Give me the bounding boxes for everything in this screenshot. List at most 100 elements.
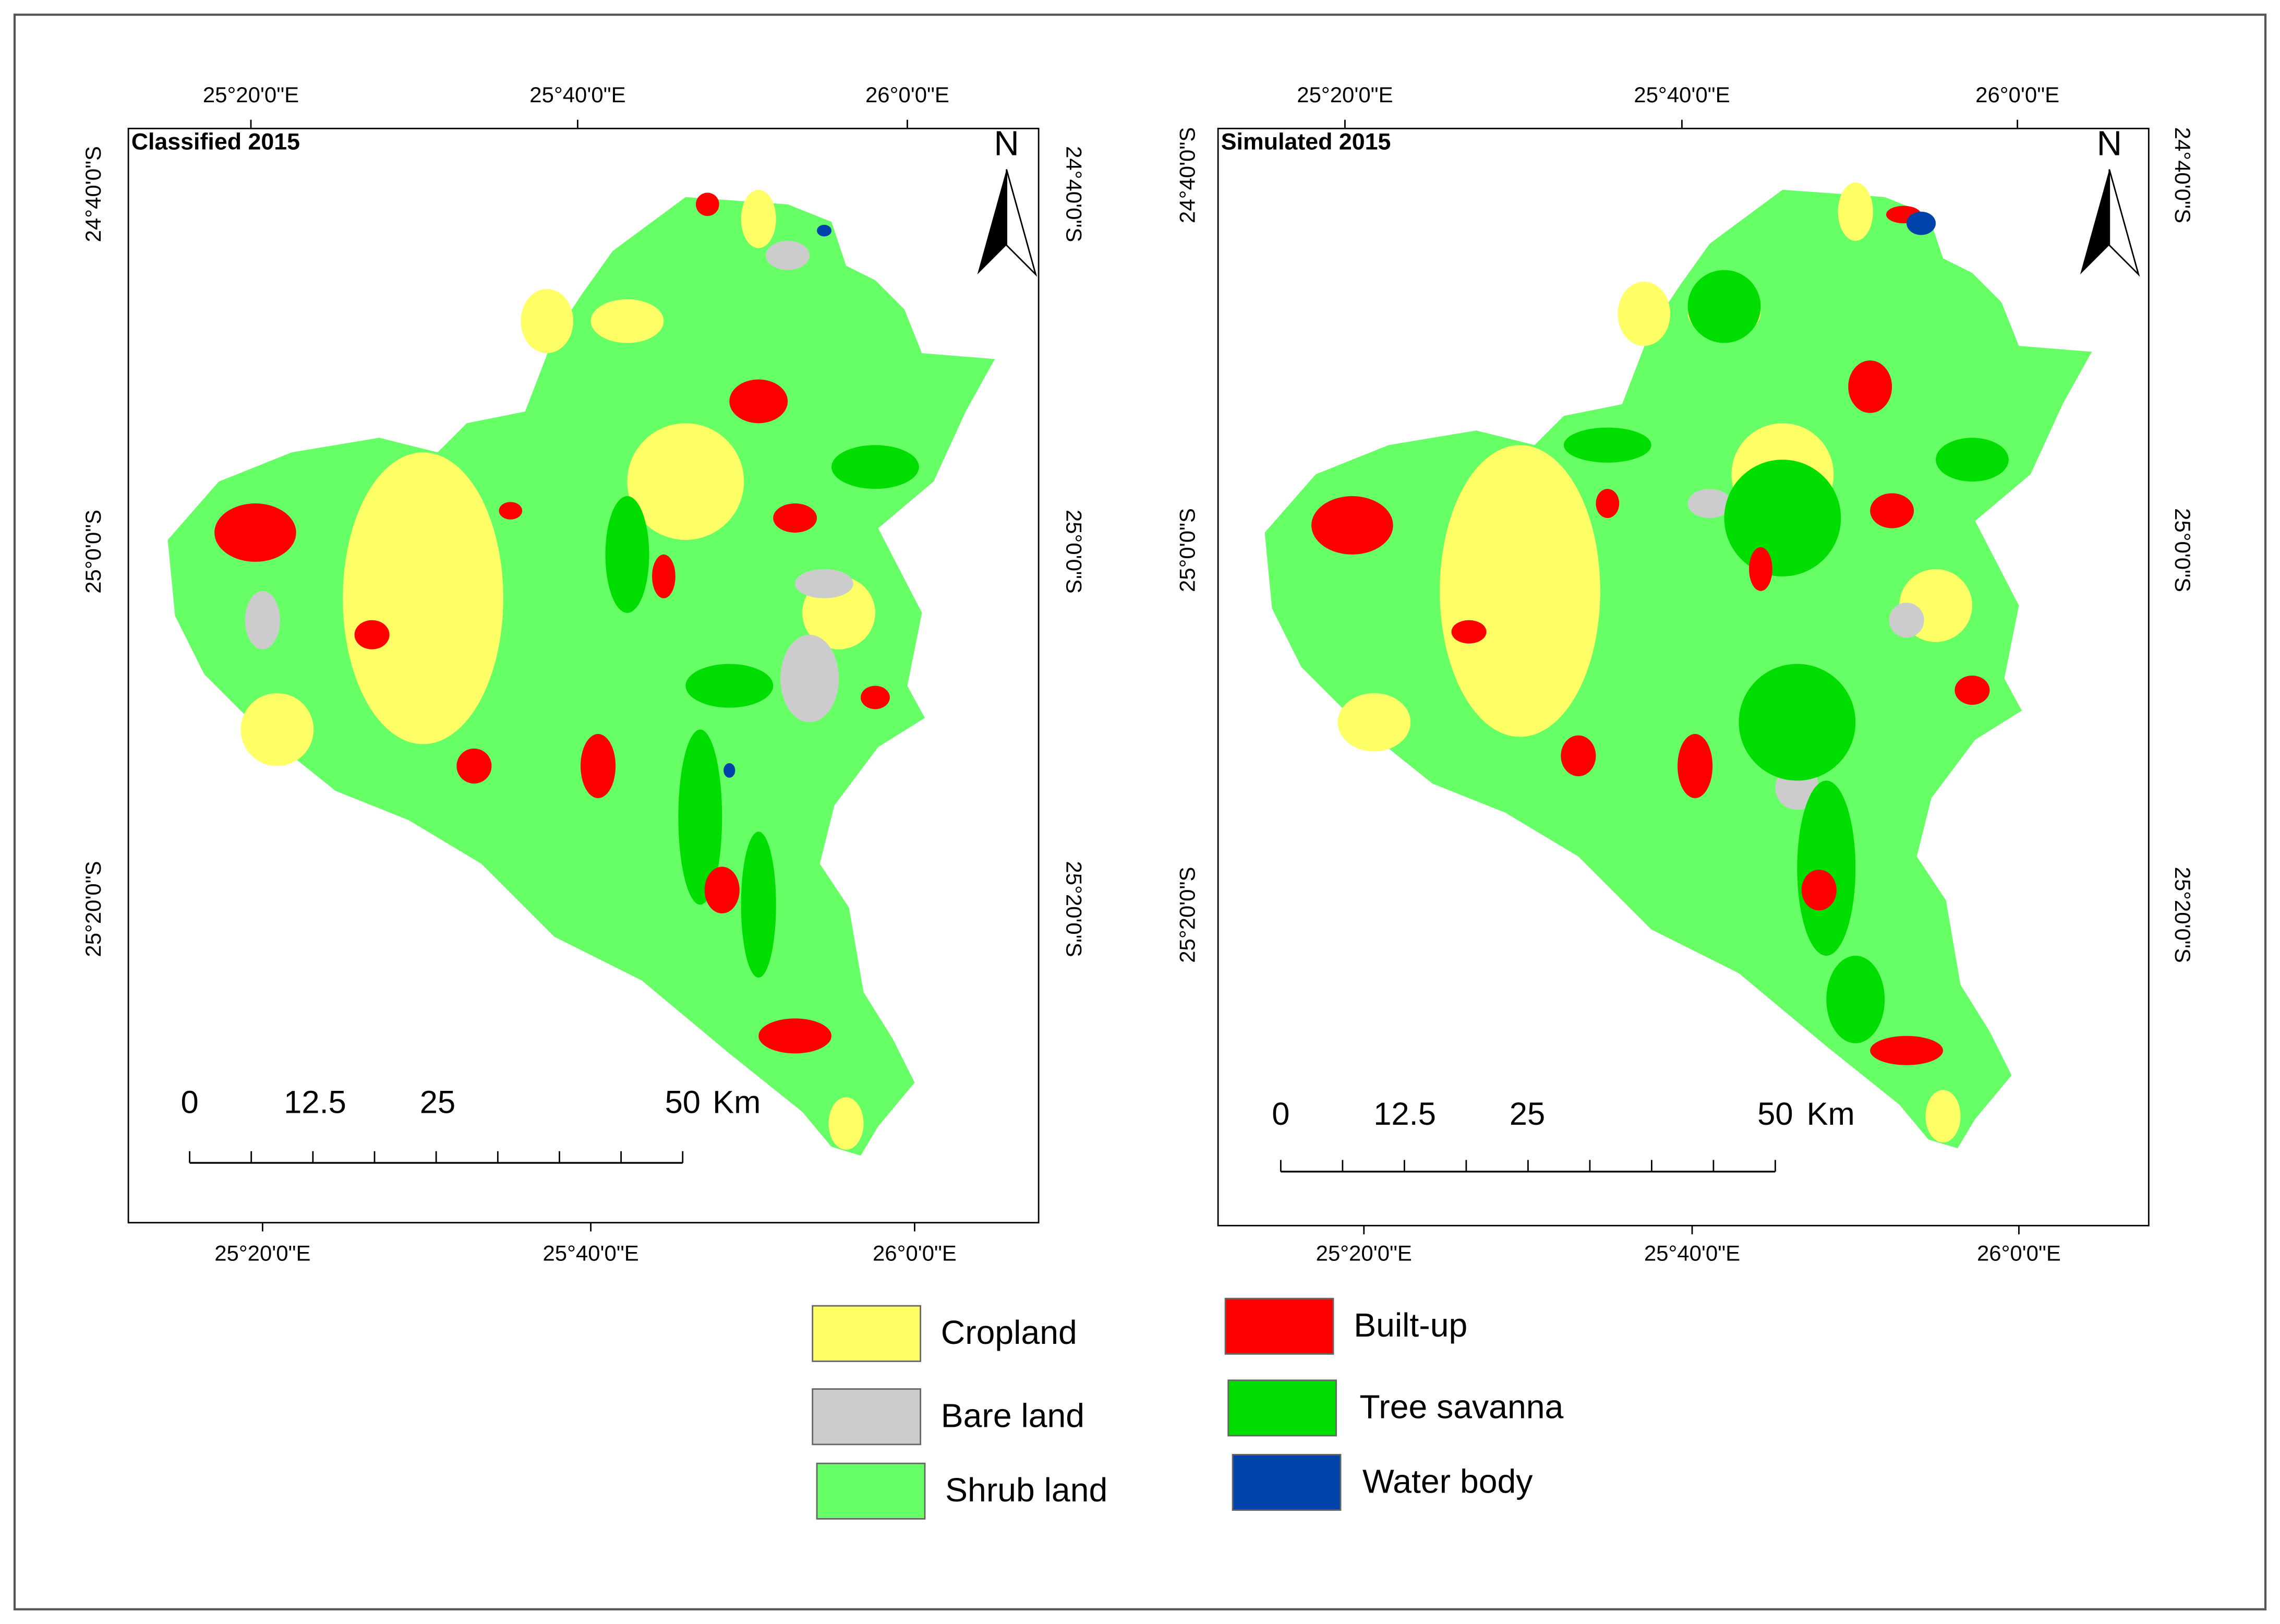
panel-title: Classified 2015 (131, 129, 300, 155)
land-cover-patch (245, 591, 280, 649)
scale-label: 50 (665, 1084, 701, 1120)
land-cover-patch (1797, 780, 1856, 956)
legend-swatch (1232, 1453, 1342, 1511)
map-panel: Simulated 2015 25°20'0"E 25°40'0"E 26°0'0"E… (1175, 82, 2194, 1265)
land-cover-patch (1889, 603, 1924, 638)
land-cover-patch (704, 867, 740, 913)
north-arrow (1006, 169, 1038, 277)
land-cover-patch (1739, 664, 1856, 781)
land-cover-patch (1801, 869, 1837, 911)
land-cover-patch (678, 729, 722, 905)
outer-border (13, 14, 2267, 1610)
land-cover-patch (1451, 620, 1487, 644)
land-cover-patch (860, 685, 890, 709)
land-cover-patch (456, 748, 492, 784)
scale-unit: Km (1807, 1096, 1855, 1132)
land-cover-patch (741, 832, 776, 978)
latitude-label: 24°40'0"S (81, 146, 105, 242)
latitude-label: 25°20'0"S (1175, 867, 1199, 963)
latitude-label: 24°40'0"S (2170, 127, 2195, 223)
land-cover-patch (652, 554, 675, 598)
longitude-label: 26°0'0"E (865, 82, 949, 107)
land-cover-patch (1311, 496, 1393, 555)
scale-label: 25 (420, 1084, 455, 1120)
land-cover-patch (685, 664, 774, 708)
legend-label: Shrub land (945, 1471, 1107, 1509)
land-cover-patch (828, 1097, 864, 1150)
panel-title: Simulated 2015 (1221, 129, 1391, 155)
land-cover-patch (1596, 489, 1620, 518)
map-panel: Classified 2015 25°20'0"E 25°40'0"E 26°0'0"… (81, 82, 1087, 1265)
land-cover-map (1264, 182, 2092, 1149)
north-arrow (2108, 169, 2140, 277)
land-cover-patch (1838, 182, 1873, 241)
legend-label: Tree savanna (1359, 1388, 1563, 1426)
land-cover-patch (729, 379, 788, 424)
land-cover-patch (758, 1018, 832, 1054)
land-cover-patch (1870, 1036, 1943, 1065)
land-cover-patch (1724, 460, 1841, 576)
scale-unit: Km (713, 1084, 761, 1120)
latitude-label: 25°20'0"S (81, 861, 105, 957)
longitude-label: 25°40'0"E (1634, 82, 1730, 107)
north-arrow (2080, 169, 2109, 274)
legend-swatch (812, 1388, 922, 1446)
land-cover-patch (605, 496, 649, 613)
land-cover-patch (1618, 281, 1671, 346)
longitude-label: 26°0'0"E (1977, 1241, 2061, 1265)
legend-swatch (1227, 1379, 1337, 1437)
scale-label: 50 (1757, 1096, 1793, 1132)
latitude-label: 25°0'0"S (1061, 510, 1086, 594)
land-cover-patch (1936, 438, 2009, 482)
land-cover-patch (1749, 547, 1772, 591)
land-cover-patch (741, 189, 776, 248)
legend-label: Built-up (1354, 1306, 1467, 1344)
land-cover-patch (354, 620, 390, 649)
land-cover-patch (581, 733, 616, 798)
land-cover-patch (1848, 360, 1892, 413)
land-cover-map (167, 189, 995, 1156)
legend-swatch (1224, 1297, 1334, 1355)
land-cover-patch (780, 634, 839, 723)
longitude-label: 25°40'0"E (529, 82, 625, 107)
land-cover-patch (1440, 445, 1600, 737)
north-label: N (2097, 124, 2122, 163)
land-cover-patch (1687, 270, 1761, 343)
longitude-label: 25°20'0"E (1297, 82, 1393, 107)
north-label: N (994, 124, 1019, 163)
scale-label: 25 (1510, 1096, 1545, 1132)
land-cover-patch (1907, 211, 1936, 235)
scale-label: 0 (1272, 1096, 1289, 1132)
latitude-label: 25°0'0"S (2170, 508, 2195, 592)
land-cover-patch (1563, 427, 1651, 463)
land-cover-patch (773, 503, 817, 533)
land-cover-patch (695, 193, 719, 216)
legend-label: Bare land (941, 1397, 1084, 1434)
legend-label: Cropland (941, 1314, 1077, 1351)
land-cover-patch (1925, 1090, 1961, 1142)
land-cover-patch (1687, 489, 1732, 518)
latitude-label: 25°20'0"S (1061, 861, 1086, 957)
longitude-label: 25°20'0"E (1316, 1241, 1412, 1265)
land-cover-patch (795, 569, 853, 598)
land-cover-patch (214, 503, 296, 562)
longitude-label: 25°40'0"E (542, 1241, 638, 1265)
longitude-label: 25°20'0"E (203, 82, 299, 107)
land-cover-patch (343, 452, 503, 744)
longitude-label: 25°40'0"E (1644, 1241, 1740, 1265)
legend-swatch (816, 1462, 926, 1520)
longitude-label: 26°0'0"E (873, 1241, 957, 1265)
scale-label: 0 (180, 1084, 198, 1120)
land-cover-patch (723, 763, 735, 778)
study-area (167, 197, 995, 1156)
longitude-label: 25°20'0"E (214, 1241, 310, 1265)
legend: Cropland Bare land Shrub land Built-up Tree … (812, 1297, 1563, 1520)
longitude-label: 26°0'0"E (1975, 82, 2059, 107)
land-cover-patch (1678, 733, 1713, 798)
legend-swatch (812, 1305, 922, 1362)
latitude-label: 24°40'0"S (1061, 146, 1086, 242)
land-cover-patch (1337, 693, 1411, 752)
study-area (1264, 189, 2092, 1149)
latitude-label: 24°40'0"S (1175, 127, 1199, 223)
